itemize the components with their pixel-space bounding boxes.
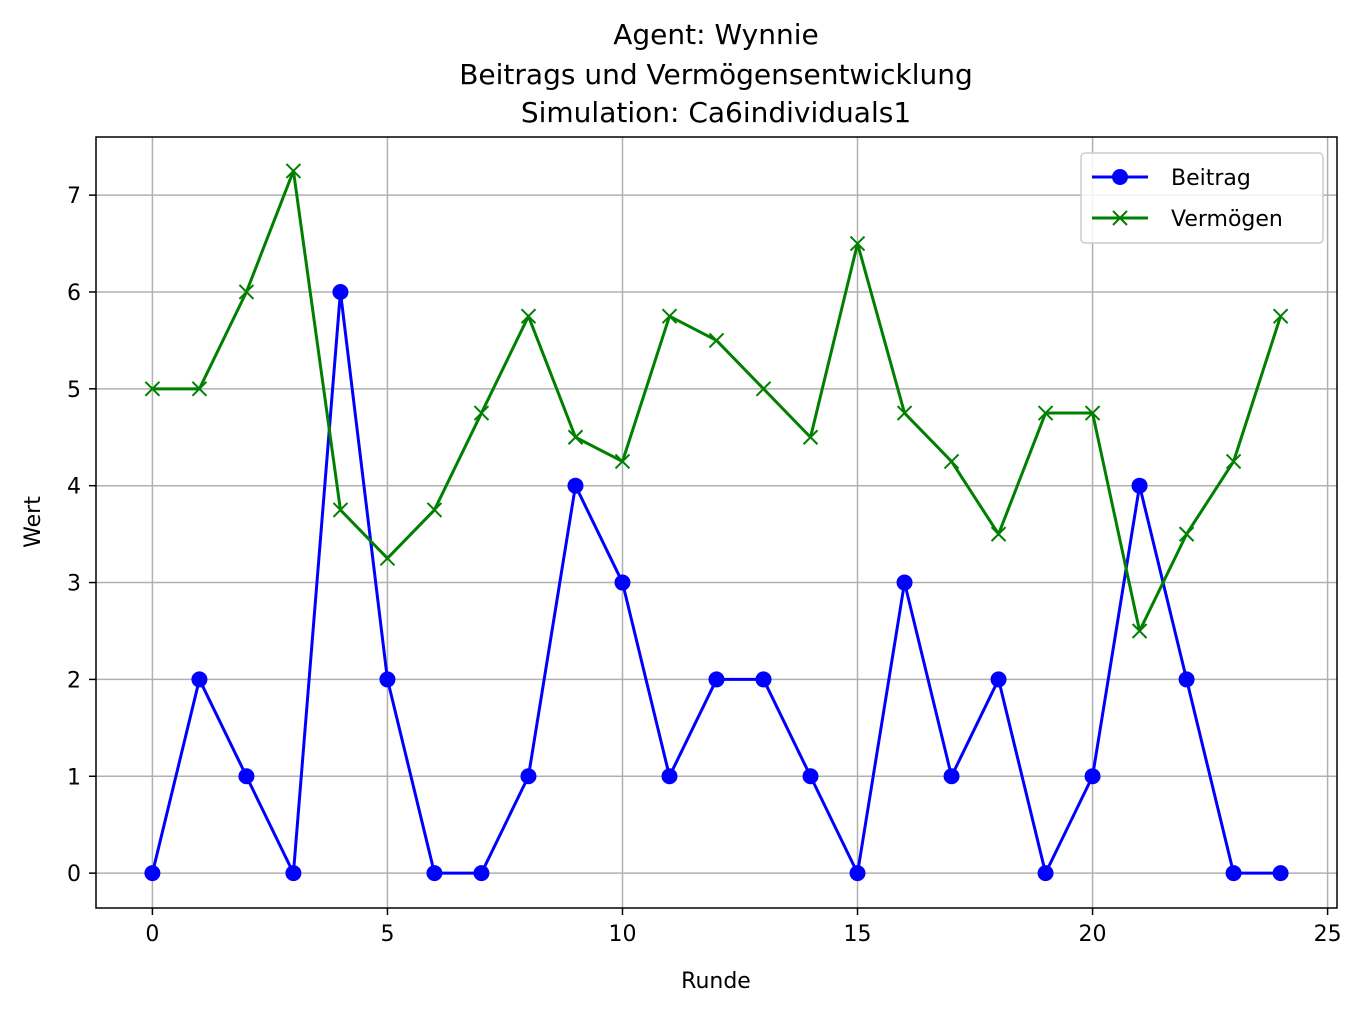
data-point-beitrag (708, 671, 725, 688)
data-point-vermoegen (379, 550, 396, 567)
data-point-vermoegen (896, 405, 913, 421)
data-point-vermoegen (661, 308, 678, 324)
data-point-vermoegen (1272, 308, 1289, 324)
data-point-vermoegen (191, 381, 208, 397)
x-tick-label: 10 (608, 922, 636, 947)
legend-marker-beitrag (1112, 169, 1128, 185)
data-point-beitrag (567, 477, 584, 494)
data-point-beitrag (144, 865, 161, 882)
legend: Beitrag Vermögen (1080, 152, 1324, 244)
data-point-vermoegen (285, 163, 302, 179)
data-point-beitrag (1272, 865, 1289, 882)
data-point-beitrag (755, 671, 772, 688)
y-tick-label: 4 (67, 475, 81, 500)
y-axis: 0 1 2 3 4 5 6 7 (67, 184, 96, 887)
data-point-beitrag (1178, 671, 1195, 688)
data-point-beitrag (1037, 865, 1054, 882)
data-point-beitrag (661, 768, 678, 785)
data-point-vermoegen (473, 405, 490, 421)
data-point-vermoegen (567, 429, 584, 445)
data-point-vermoegen (990, 526, 1007, 542)
data-point-vermoegen (1037, 405, 1054, 421)
data-point-beitrag (943, 768, 960, 785)
data-point-beitrag (238, 768, 255, 785)
y-axis-label: Wert (21, 496, 46, 548)
data-point-beitrag (990, 671, 1007, 688)
data-point-vermoegen (238, 284, 255, 300)
legend-label-vermoegen: Vermögen (1171, 207, 1283, 232)
series-layer (144, 163, 1289, 882)
y-tick-label: 5 (67, 378, 81, 403)
chart-title-line-3: Simulation: Ca6individuals1 (521, 96, 911, 129)
data-point-beitrag (426, 865, 443, 882)
y-tick-label: 3 (67, 572, 81, 597)
y-tick-label: 6 (67, 281, 81, 306)
data-point-beitrag (802, 768, 819, 785)
data-point-vermoegen (1225, 453, 1242, 470)
data-point-beitrag (332, 283, 349, 300)
data-point-vermoegen (614, 453, 631, 470)
data-point-vermoegen (426, 502, 443, 518)
data-point-beitrag (379, 671, 396, 688)
y-tick-label: 2 (67, 668, 81, 693)
data-point-beitrag (849, 865, 866, 882)
x-tick-label: 0 (145, 922, 159, 947)
data-point-beitrag (1131, 477, 1148, 494)
data-point-vermoegen (755, 381, 772, 397)
data-point-vermoegen (144, 381, 161, 397)
series-beitrag (144, 283, 1289, 882)
data-point-vermoegen (1178, 526, 1195, 542)
data-point-vermoegen (1084, 405, 1101, 421)
data-point-vermoegen (849, 235, 866, 252)
chart-title-line-2: Beitrags und Vermögensentwicklung (459, 58, 973, 91)
data-point-beitrag (285, 865, 302, 882)
data-point-vermoegen (802, 429, 819, 445)
data-point-beitrag (520, 768, 537, 785)
data-point-vermoegen (520, 308, 537, 324)
data-point-beitrag (614, 574, 631, 591)
x-tick-label: 15 (844, 922, 872, 947)
series-vermoegen (144, 163, 1289, 639)
legend-marker-vermoegen (1112, 210, 1128, 226)
x-tick-label: 20 (1079, 922, 1107, 947)
y-tick-label: 1 (67, 765, 81, 790)
data-point-beitrag (896, 574, 913, 591)
data-point-vermoegen (332, 502, 349, 518)
data-point-beitrag (1084, 768, 1101, 785)
data-point-beitrag (1225, 865, 1242, 882)
x-axis: 0 5 10 15 20 25 (145, 908, 1342, 947)
data-point-vermoegen (943, 453, 960, 470)
data-point-vermoegen (1131, 623, 1148, 639)
chart-title-line-1: Agent: Wynnie (613, 18, 818, 51)
data-point-beitrag (191, 671, 208, 688)
x-tick-label: 25 (1314, 922, 1342, 947)
data-point-vermoegen (708, 332, 725, 349)
y-tick-label: 0 (67, 862, 81, 887)
data-point-beitrag (473, 865, 490, 882)
legend-label-beitrag: Beitrag (1171, 166, 1251, 191)
y-tick-label: 7 (67, 184, 81, 209)
x-tick-label: 5 (380, 922, 394, 947)
x-axis-label: Runde (681, 969, 751, 994)
plot-frame (95, 136, 1338, 909)
